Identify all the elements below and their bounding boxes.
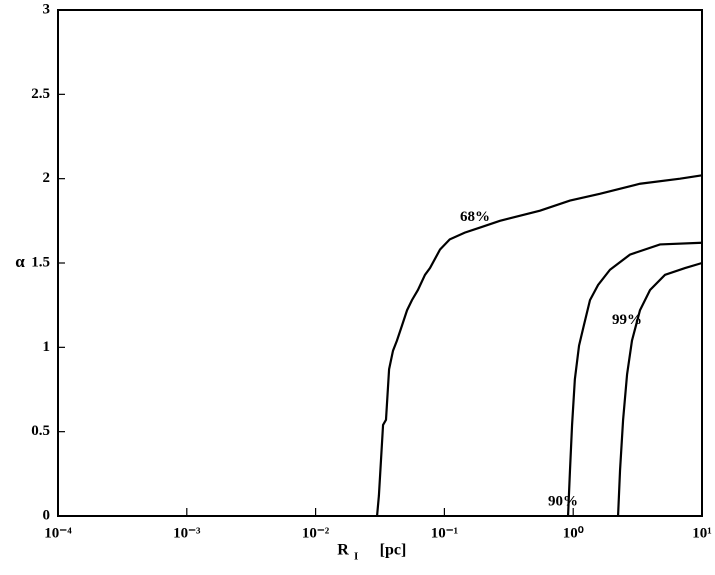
x-axis-unit: [pc] bbox=[380, 542, 407, 559]
x-tick-label: 10⁻¹ bbox=[431, 525, 458, 541]
y-tick-label: 0.5 bbox=[31, 423, 50, 439]
y-tick-label: 2 bbox=[43, 170, 51, 186]
plot-frame bbox=[57, 9, 703, 517]
y-tick-label: 1 bbox=[43, 339, 51, 355]
contour-label: 90% bbox=[548, 493, 578, 509]
x-tick-label: 10⁻² bbox=[302, 525, 330, 541]
x-axis-subscript: I bbox=[354, 551, 358, 563]
y-tick-label: 3 bbox=[43, 1, 51, 17]
x-tick-label: 10⁻³ bbox=[173, 525, 201, 541]
x-tick-label: 10⁻⁴ bbox=[44, 525, 72, 541]
y-tick-label: 2.5 bbox=[31, 86, 50, 102]
contour-line bbox=[566, 241, 703, 517]
contour-line bbox=[616, 261, 703, 517]
contour-label: 68% bbox=[460, 209, 490, 225]
contour-label: 99% bbox=[612, 312, 642, 328]
x-axis-symbol: R bbox=[337, 542, 349, 559]
y-axis-label: α bbox=[15, 252, 25, 271]
y-tick-label: 0 bbox=[43, 507, 51, 523]
contour-line bbox=[375, 174, 703, 517]
y-tick-label: 1.5 bbox=[31, 254, 50, 270]
x-tick-label: 10¹ bbox=[692, 525, 712, 541]
x-tick-label: 10⁰ bbox=[563, 525, 584, 541]
